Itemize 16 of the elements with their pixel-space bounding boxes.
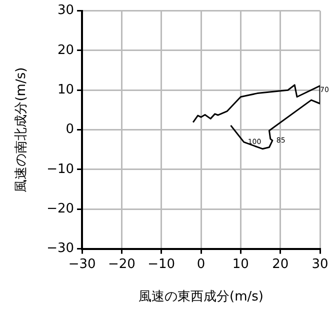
y-axis-title: 風速の南北成分(m/s) <box>14 67 30 192</box>
y-tick-label: −20 <box>46 202 74 217</box>
x-tick-label: 10 <box>232 256 249 272</box>
x-tick-label: 30 <box>312 256 328 272</box>
x-tick-label: 20 <box>272 256 289 272</box>
x-tick-label: 0 <box>196 256 206 272</box>
x-tick-label: −10 <box>148 256 176 272</box>
y-tick-label: 20 <box>57 42 74 58</box>
y-tick-label: 30 <box>57 3 74 18</box>
y-tick-label: −10 <box>46 162 74 177</box>
x-axis-title: 風速の東西成分(m/s) <box>138 290 264 305</box>
x-tick-label: −30 <box>68 256 96 272</box>
y-tick-label: −30 <box>46 241 74 256</box>
y-tick-label: 10 <box>57 82 74 98</box>
y-tick-label: 0 <box>66 122 74 138</box>
x-tick-label: −20 <box>108 256 136 272</box>
